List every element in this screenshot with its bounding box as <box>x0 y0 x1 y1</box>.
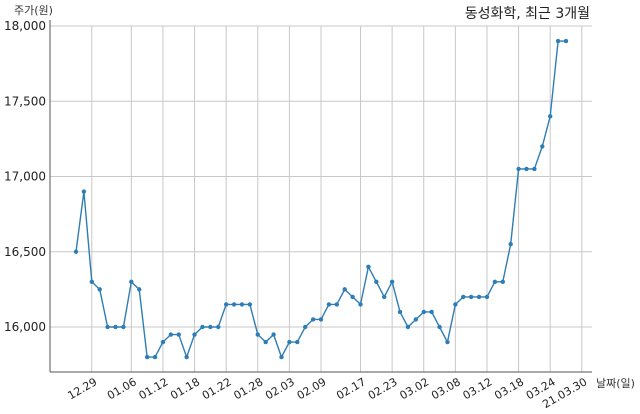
data-point <box>302 324 308 330</box>
x-tick-label: 02.17 <box>334 375 368 402</box>
data-point <box>366 264 371 269</box>
data-point <box>524 166 529 172</box>
data-point <box>216 324 221 330</box>
data-point <box>144 354 150 360</box>
data-point <box>547 114 553 119</box>
data-point <box>374 279 379 285</box>
data-point <box>255 332 260 337</box>
data-point <box>389 279 395 285</box>
x-tick-label: 03.12 <box>461 375 495 402</box>
data-point <box>326 302 332 307</box>
data-point <box>73 249 79 254</box>
data-point <box>555 38 561 44</box>
data-point <box>81 189 87 194</box>
data-point <box>279 354 284 360</box>
y-tick-label: 17,000 <box>4 170 46 184</box>
data-point <box>476 294 482 300</box>
data-point <box>287 339 292 345</box>
data-point <box>192 332 197 337</box>
x-tick-label: 03.02 <box>397 375 431 402</box>
data-point <box>540 144 545 149</box>
data-point <box>89 279 95 285</box>
data-point <box>437 324 442 330</box>
data-point <box>350 294 355 300</box>
data-point <box>184 354 189 360</box>
y-tick-label: 18,000 <box>4 19 46 33</box>
data-point <box>334 302 340 307</box>
data-point <box>295 339 300 345</box>
data-point <box>318 317 324 322</box>
x-tick-label: 01.18 <box>168 375 202 402</box>
data-point <box>413 317 419 322</box>
x-tick-label: 02.09 <box>295 375 329 402</box>
data-point <box>223 302 229 307</box>
x-tick-label: 02.03 <box>263 375 297 402</box>
x-tick-label: 01.06 <box>105 375 139 402</box>
axes <box>49 20 592 373</box>
x-tick-label: 01.28 <box>231 375 265 402</box>
data-point <box>160 339 166 345</box>
x-tick-label: 02.23 <box>366 375 400 402</box>
data-point <box>239 302 245 307</box>
data-point <box>231 302 237 307</box>
x-axis-label: 날짜(일) <box>596 376 635 390</box>
x-tick-label: 01.22 <box>200 375 234 402</box>
x-tick-label: 01.12 <box>137 375 171 402</box>
y-axis-label: 주가(원) <box>14 4 53 17</box>
data-point <box>405 324 411 330</box>
x-tick-label: 12.29 <box>66 375 100 402</box>
data-point <box>310 317 316 322</box>
y-tick-label: 16,500 <box>4 245 46 259</box>
data-point <box>484 294 490 300</box>
data-point <box>105 324 110 330</box>
chart-title: 동성화학, 최근 3개월 <box>465 6 590 22</box>
data-point <box>263 339 268 345</box>
data-point <box>500 279 505 285</box>
data-point <box>382 294 387 300</box>
data-point <box>121 324 126 330</box>
data-point <box>461 294 466 300</box>
data-point <box>168 332 174 337</box>
data-point <box>208 324 213 330</box>
data-point <box>176 332 181 337</box>
x-tick-label: 03.08 <box>429 375 463 402</box>
data-point <box>453 302 458 307</box>
data-point <box>532 166 537 172</box>
data-point <box>468 294 474 300</box>
data-point <box>113 324 118 330</box>
data-point <box>129 279 134 285</box>
data-point <box>563 38 569 44</box>
data-point <box>445 339 450 345</box>
data-point <box>397 309 403 315</box>
y-tick-label: 17,500 <box>4 94 46 108</box>
data-point <box>247 302 253 307</box>
data-point <box>342 287 347 292</box>
data-point <box>508 242 513 247</box>
data-points <box>73 38 569 360</box>
data-point <box>492 279 498 285</box>
x-tick-label: 03.18 <box>492 375 526 402</box>
data-point <box>152 354 158 360</box>
y-tick-label: 16,000 <box>4 320 46 334</box>
grid <box>50 25 592 372</box>
data-point <box>271 332 276 337</box>
data-point <box>97 287 102 292</box>
data-point <box>200 324 205 330</box>
data-point <box>429 309 434 315</box>
data-point <box>516 166 521 172</box>
y-tick-labels: 16,000 16,500 17,000 17,500 18,000 <box>4 19 46 334</box>
data-point <box>421 309 426 315</box>
x-tick-labels: 12.29 01.0601.1201.1801.2201.2802.0302.09… <box>66 375 590 411</box>
data-point <box>358 302 363 307</box>
data-point <box>137 287 142 292</box>
